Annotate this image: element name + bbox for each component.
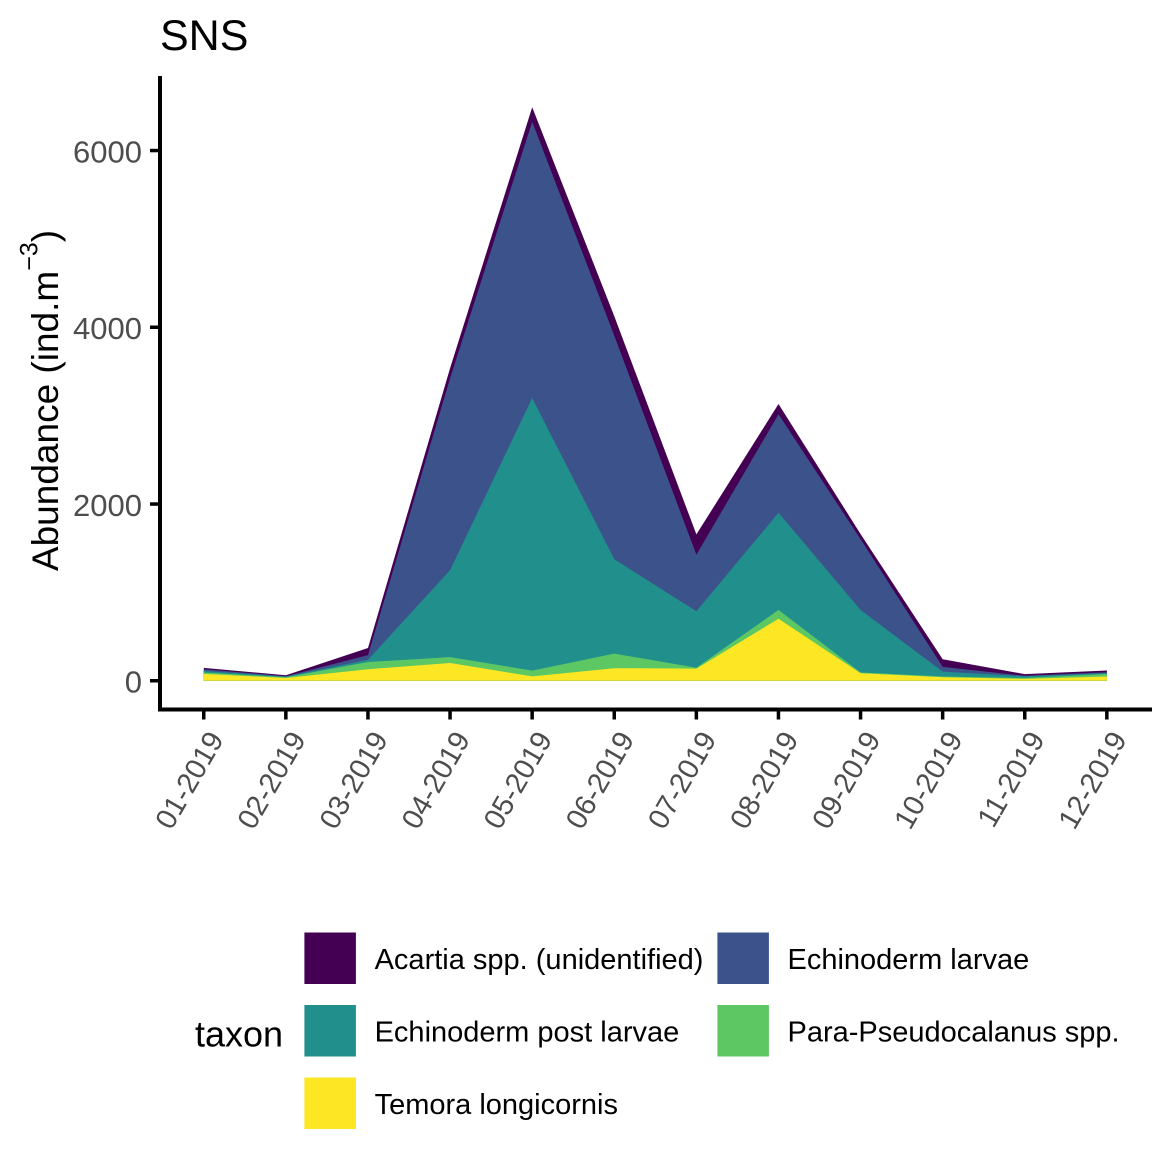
svg-text:Echinoderm post larvae: Echinoderm post larvae	[375, 1017, 680, 1049]
svg-text:4000: 4000	[73, 311, 142, 346]
svg-text:07-2019: 07-2019	[642, 727, 723, 835]
svg-text:05-2019: 05-2019	[478, 727, 559, 835]
svg-text:taxon: taxon	[195, 1013, 283, 1054]
svg-text:2000: 2000	[73, 488, 142, 523]
svg-text:12-2019: 12-2019	[1053, 727, 1134, 835]
svg-text:6000: 6000	[73, 135, 142, 170]
svg-text:06-2019: 06-2019	[560, 727, 641, 835]
svg-text:04-2019: 04-2019	[396, 727, 477, 835]
svg-text:Echinoderm larvae: Echinoderm larvae	[788, 944, 1030, 976]
svg-text:Temora longicornis: Temora longicornis	[375, 1089, 618, 1121]
svg-text:Abundance (ind.m−3): Abundance (ind.m−3)	[16, 230, 67, 571]
svg-text:01-2019: 01-2019	[150, 727, 231, 835]
svg-text:Para-Pseudocalanus spp.: Para-Pseudocalanus spp.	[788, 1017, 1120, 1049]
svg-text:02-2019: 02-2019	[232, 727, 313, 835]
svg-text:Acartia spp. (unidentified): Acartia spp. (unidentified)	[375, 944, 704, 976]
svg-text:SNS: SNS	[160, 12, 248, 60]
svg-text:11-2019: 11-2019	[972, 727, 1052, 833]
svg-text:09-2019: 09-2019	[806, 727, 887, 835]
svg-text:08-2019: 08-2019	[724, 727, 805, 835]
svg-text:0: 0	[125, 665, 142, 700]
svg-text:10-2019: 10-2019	[889, 727, 970, 835]
svg-text:03-2019: 03-2019	[314, 727, 395, 835]
